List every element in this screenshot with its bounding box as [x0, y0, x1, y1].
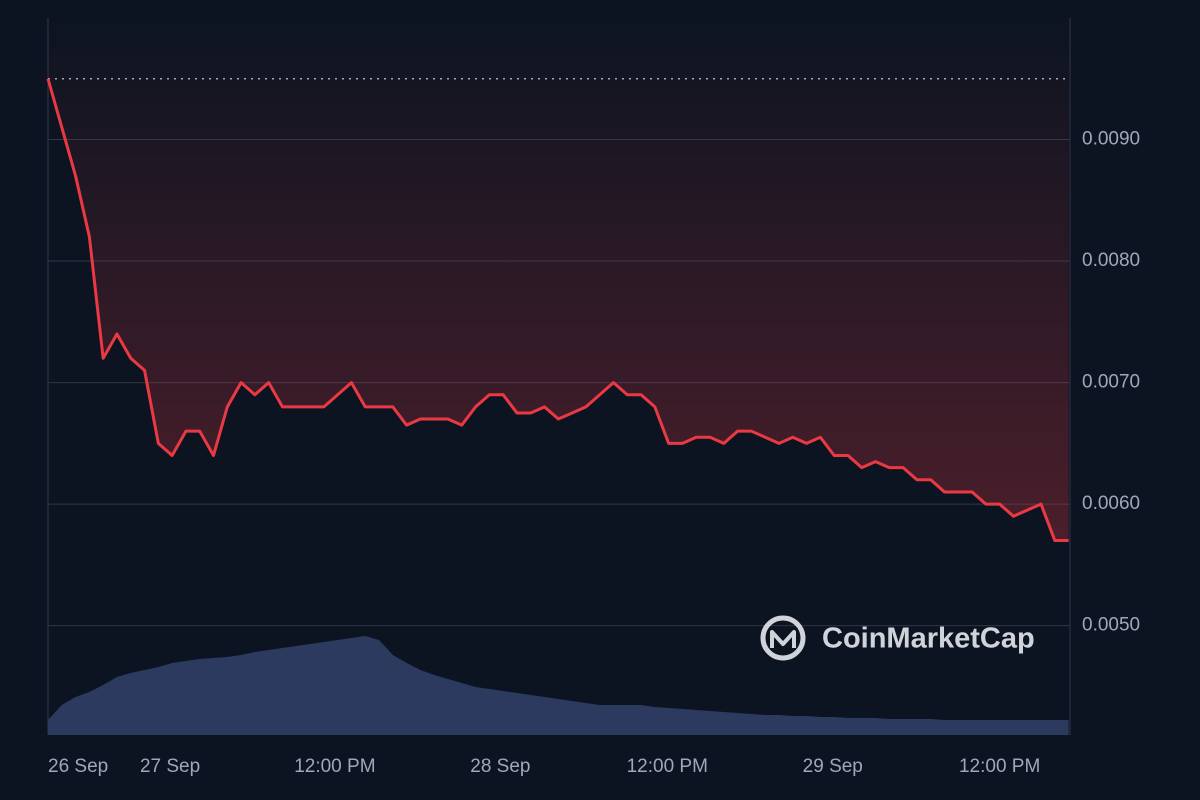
y-tick-label: 0.0050	[1082, 615, 1140, 636]
x-tick-label: 26 Sep	[48, 756, 108, 777]
watermark: CoinMarketCap	[760, 615, 1035, 661]
y-tick-label: 0.0060	[1082, 493, 1140, 514]
x-tick-label: 28 Sep	[470, 756, 530, 777]
price-fill	[48, 18, 1069, 541]
x-tick-label: 29 Sep	[803, 756, 863, 777]
volume-area	[48, 636, 1069, 735]
x-tick-label: 12:00 PM	[959, 756, 1040, 777]
plot: 0.0050 0.0060 0.0070 0.0080 0.0090 26 Sep 27 S…	[46, 18, 1140, 777]
x-tick-label: 12:00 PM	[627, 756, 708, 777]
logo-mark	[770, 630, 796, 648]
y-tick-label: 0.0080	[1082, 250, 1140, 271]
x-tick-label: 12:00 PM	[294, 756, 375, 777]
price-line	[46, 78, 1069, 543]
y-tick-label: 0.0070	[1082, 372, 1140, 393]
x-tick-label: 27 Sep	[140, 756, 200, 777]
y-tick-label: 0.0090	[1082, 129, 1140, 150]
watermark-text: CoinMarketCap	[822, 623, 1035, 655]
logo-ring	[760, 615, 806, 661]
